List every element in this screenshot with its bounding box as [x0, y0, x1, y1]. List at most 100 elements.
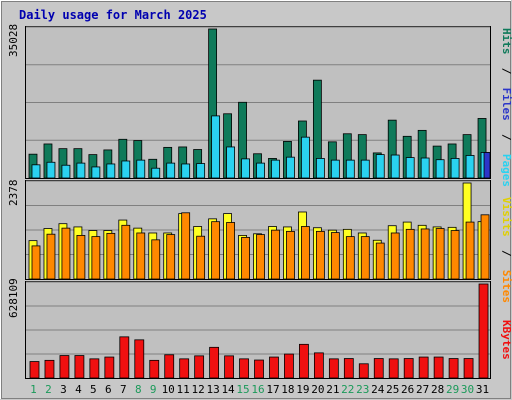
kbytes-bar [149, 359, 160, 379]
files-bar [31, 164, 41, 179]
files-bar [420, 157, 430, 179]
day-label: 27 [416, 383, 429, 396]
panel1-ymax-label: 35028 [7, 24, 20, 57]
panels [25, 26, 491, 379]
sites-bar [271, 229, 280, 280]
kbytes-bar [29, 361, 40, 379]
files-bar [435, 159, 445, 179]
kbytes-bar [239, 358, 249, 379]
day-label: 14 [221, 383, 235, 396]
day-label: 16 [251, 383, 264, 396]
legend-sep1: / [500, 127, 512, 147]
sites-bar [61, 227, 71, 280]
files-bar [196, 163, 206, 179]
files-bar [405, 157, 415, 179]
kbytes-bar [463, 358, 474, 379]
legend-sep: / [500, 243, 512, 263]
sites-bar [480, 214, 490, 280]
files-bar [286, 156, 295, 179]
day-label: 23 [356, 383, 369, 396]
panel3-legend: KBytes [500, 320, 512, 360]
files-bar [450, 158, 460, 179]
files-bar [465, 155, 475, 179]
sites-bar [345, 236, 355, 280]
files-bar [375, 154, 385, 179]
day-label: 11 [177, 383, 190, 396]
legend-hits: Hits [500, 28, 512, 55]
panel2-legend: Visits / Sites [500, 197, 512, 303]
sites-bar [211, 221, 221, 280]
legend-kbytes: KBytes [500, 320, 512, 360]
day-label: 19 [296, 383, 309, 396]
kbytes-bar [59, 355, 70, 379]
legend-sites: Sites [500, 270, 512, 303]
kbytes-bar [373, 358, 384, 379]
kbytes-bar [358, 363, 369, 379]
files-bar [301, 136, 310, 179]
kbytes-bar [343, 358, 354, 379]
files-bar [136, 159, 146, 179]
files-bar [61, 164, 71, 179]
day-label: 22 [341, 383, 354, 396]
sites-bar [315, 230, 325, 280]
kbytes-bar [313, 352, 324, 379]
kbytes-bar [284, 353, 294, 379]
sites-bar [166, 234, 176, 280]
kbytes-bar [328, 358, 339, 379]
files-bar [256, 162, 265, 179]
legend-pages: Pages [500, 154, 512, 187]
kbytes-bar [403, 358, 414, 379]
kbytes-bar [388, 358, 399, 379]
day-label: 26 [401, 383, 414, 396]
day-labels: 1 2 3 4 5 6 7 8 9 10 11 12 13 14 15 16 17 18 19 20 21 22 23 24 2… [30, 383, 489, 396]
day-label: 25 [386, 383, 399, 396]
sites-bar [196, 235, 206, 280]
kbytes-bar [418, 356, 429, 379]
sites-bar [286, 230, 295, 280]
day-label: 24 [371, 383, 385, 396]
kbytes-bar [299, 343, 309, 379]
day-label: 29 [446, 383, 459, 396]
sites-bar [330, 232, 340, 280]
day-label: 3 [60, 383, 67, 396]
sites-bar [360, 236, 370, 280]
sites-bar [301, 226, 310, 280]
sites-bar [151, 239, 161, 280]
bars [28, 28, 491, 379]
day-label: 13 [206, 383, 219, 396]
files-bar [91, 166, 101, 179]
kbytes-bar [89, 358, 100, 379]
sites-bar [31, 245, 41, 280]
files-bar [166, 162, 176, 179]
kbytes-bar [164, 354, 175, 379]
sites-bar [435, 228, 445, 280]
kbytes-bar [104, 356, 115, 379]
day-label: 31 [476, 383, 489, 396]
legend-visits: Visits [500, 197, 512, 237]
files-bar [76, 162, 86, 179]
pages-bar [483, 152, 491, 179]
files-bar [46, 161, 56, 179]
day-label: 30 [461, 383, 474, 396]
kbytes-bar [209, 346, 220, 379]
files-bar [151, 167, 161, 179]
files-bar [360, 159, 370, 179]
day-label: 9 [150, 383, 157, 396]
day-label: 17 [266, 383, 279, 396]
sites-bar [241, 237, 250, 280]
kbytes-bar [433, 356, 444, 379]
sites-bar [375, 242, 385, 280]
day-label: 7 [120, 383, 127, 396]
day-label: 6 [105, 383, 112, 396]
files-bar [121, 160, 131, 179]
day-label: 10 [162, 383, 175, 396]
day-label: 15 [236, 383, 249, 396]
files-bar [241, 158, 250, 179]
day-label: 28 [431, 383, 444, 396]
files-bar [211, 115, 221, 179]
kbytes-bar [224, 355, 234, 379]
legend-sep2: / [500, 61, 512, 81]
sites-bar [405, 228, 415, 280]
